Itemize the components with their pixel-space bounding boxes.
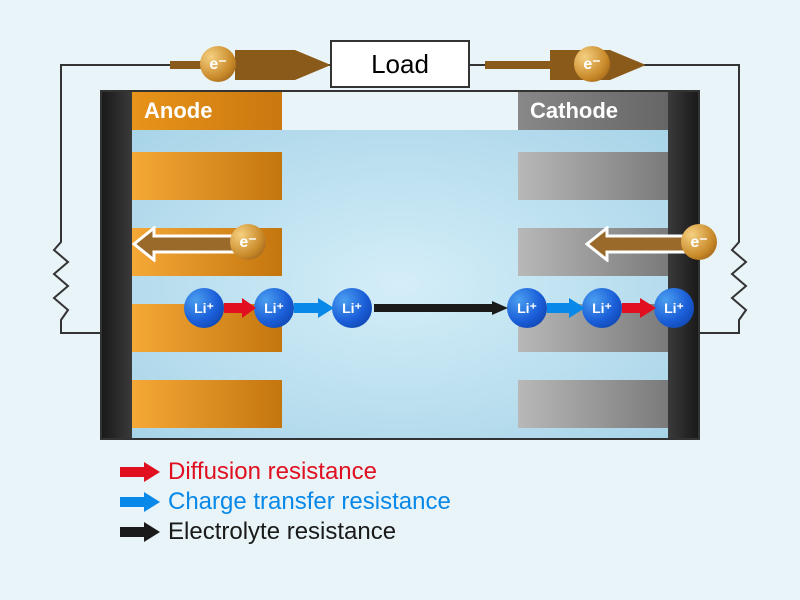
electrolyte-region [132, 130, 668, 438]
cathode-collector [668, 92, 698, 438]
anode-label: Anode [132, 92, 282, 130]
electrolyte-arrow-icon [374, 301, 508, 315]
electron-flow-arrow-left [160, 50, 330, 80]
charge-transfer-arrow-icon [547, 298, 585, 318]
legend-arrow-icon [120, 522, 160, 542]
ion-label: Li⁺ [194, 300, 214, 317]
electron-icon: e⁻ [230, 224, 266, 260]
li-ion: Li⁺ [184, 288, 224, 328]
cathode-label: Cathode [518, 92, 668, 130]
legend: Diffusion resistance Charge transfer res… [120, 458, 451, 548]
load-label: Load [371, 49, 429, 80]
cathode-strip [518, 152, 668, 200]
electron-label: e⁻ [209, 54, 226, 74]
load-box: Load [330, 40, 470, 88]
legend-arrow-icon [120, 492, 160, 512]
legend-item-electrolyte: Electrolyte resistance [120, 518, 451, 546]
anode-strip [132, 380, 282, 428]
ion-label: Li⁺ [664, 300, 684, 317]
ion-label: Li⁺ [264, 300, 284, 317]
legend-label: Diffusion resistance [168, 458, 377, 486]
circuit-wire-left-down [60, 64, 62, 234]
diffusion-arrow-icon [224, 298, 256, 318]
ion-label: Li⁺ [592, 300, 612, 317]
electron-label: e⁻ [690, 232, 707, 252]
electron-icon: e⁻ [681, 224, 717, 260]
charge-transfer-arrow-icon [294, 298, 334, 318]
li-ion: Li⁺ [254, 288, 294, 328]
electron-label: e⁻ [239, 232, 256, 252]
electron-icon: e⁻ [574, 46, 610, 82]
electron-flow-arrow-right [475, 50, 645, 80]
ion-label: Li⁺ [342, 300, 362, 317]
battery-diagram: Load Anode Cathode [60, 20, 740, 580]
cathode-strip [518, 380, 668, 428]
legend-label: Charge transfer resistance [168, 488, 451, 516]
li-ion: Li⁺ [654, 288, 694, 328]
resistor-left-icon [52, 232, 70, 334]
legend-item-charge-transfer: Charge transfer resistance [120, 488, 451, 516]
battery-cell: Anode Cathode Li⁺ Li⁺ Li⁺ Li⁺ Li⁺ Li⁺ [100, 90, 700, 440]
electron-label: e⁻ [583, 54, 600, 74]
circuit-wire-right-down [738, 64, 740, 234]
anode-collector [102, 92, 132, 438]
resistor-right-icon [730, 232, 748, 334]
ion-label: Li⁺ [517, 300, 537, 317]
legend-item-diffusion: Diffusion resistance [120, 458, 451, 486]
legend-label: Electrolyte resistance [168, 518, 396, 546]
li-ion: Li⁺ [582, 288, 622, 328]
diffusion-arrow-icon [622, 298, 656, 318]
electron-icon: e⁻ [200, 46, 236, 82]
anode-strip [132, 152, 282, 200]
legend-arrow-icon [120, 462, 160, 482]
li-ion: Li⁺ [507, 288, 547, 328]
li-ion: Li⁺ [332, 288, 372, 328]
